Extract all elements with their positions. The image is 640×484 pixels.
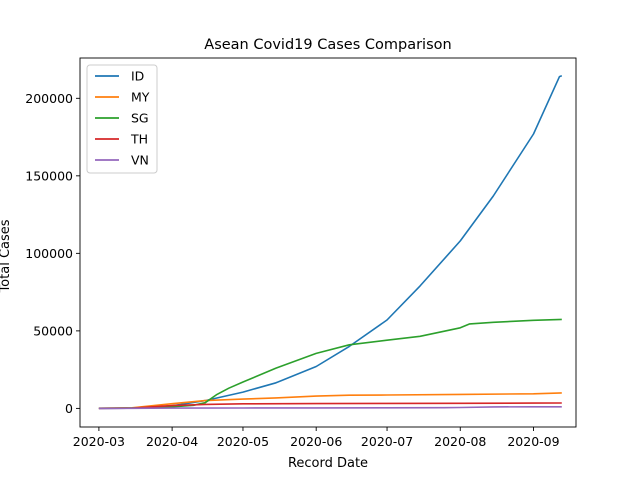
series-line-id	[98, 75, 563, 410]
x-tick-label: 2020-05	[217, 434, 269, 449]
y-tick-label: 150000	[25, 168, 73, 183]
y-tick-label: 50000	[33, 323, 73, 338]
x-tick-label: 2020-06	[290, 434, 342, 449]
legend: ID MY SG TH VN	[86, 64, 158, 174]
y-tick-label: 200000	[25, 91, 73, 106]
series-line-my	[98, 392, 562, 410]
x-tick-label: 2020-04	[146, 434, 198, 449]
y-axis-label: Total Cases	[0, 219, 13, 293]
legend-box	[86, 64, 158, 174]
legend-label-vn: VN	[131, 153, 149, 168]
x-axis-label: Record Date	[288, 456, 368, 471]
y-tick-label: 0	[65, 401, 73, 416]
chart-title: Asean Covid19 Cases Comparison	[204, 37, 451, 53]
series-line-vn	[98, 406, 562, 410]
legend-label-id: ID	[131, 69, 144, 84]
legend-label-th: TH	[130, 132, 148, 147]
x-tick-label: 2020-09	[507, 434, 559, 449]
legend-label-my: MY	[131, 90, 150, 105]
plot-frame	[79, 57, 577, 428]
x-tick-label: 2020-08	[434, 434, 486, 449]
x-tick-label: 2020-07	[361, 434, 413, 449]
x-tick-label: 2020-03	[73, 434, 125, 449]
y-tick-label: 100000	[25, 246, 73, 261]
legend-label-sg: SG	[131, 111, 149, 126]
series-line-th	[98, 402, 562, 410]
series-layer	[98, 75, 563, 410]
axes-layer: 2020-03 2020-04 2020-05 2020-06 2020-07 2020-…	[25, 57, 577, 449]
